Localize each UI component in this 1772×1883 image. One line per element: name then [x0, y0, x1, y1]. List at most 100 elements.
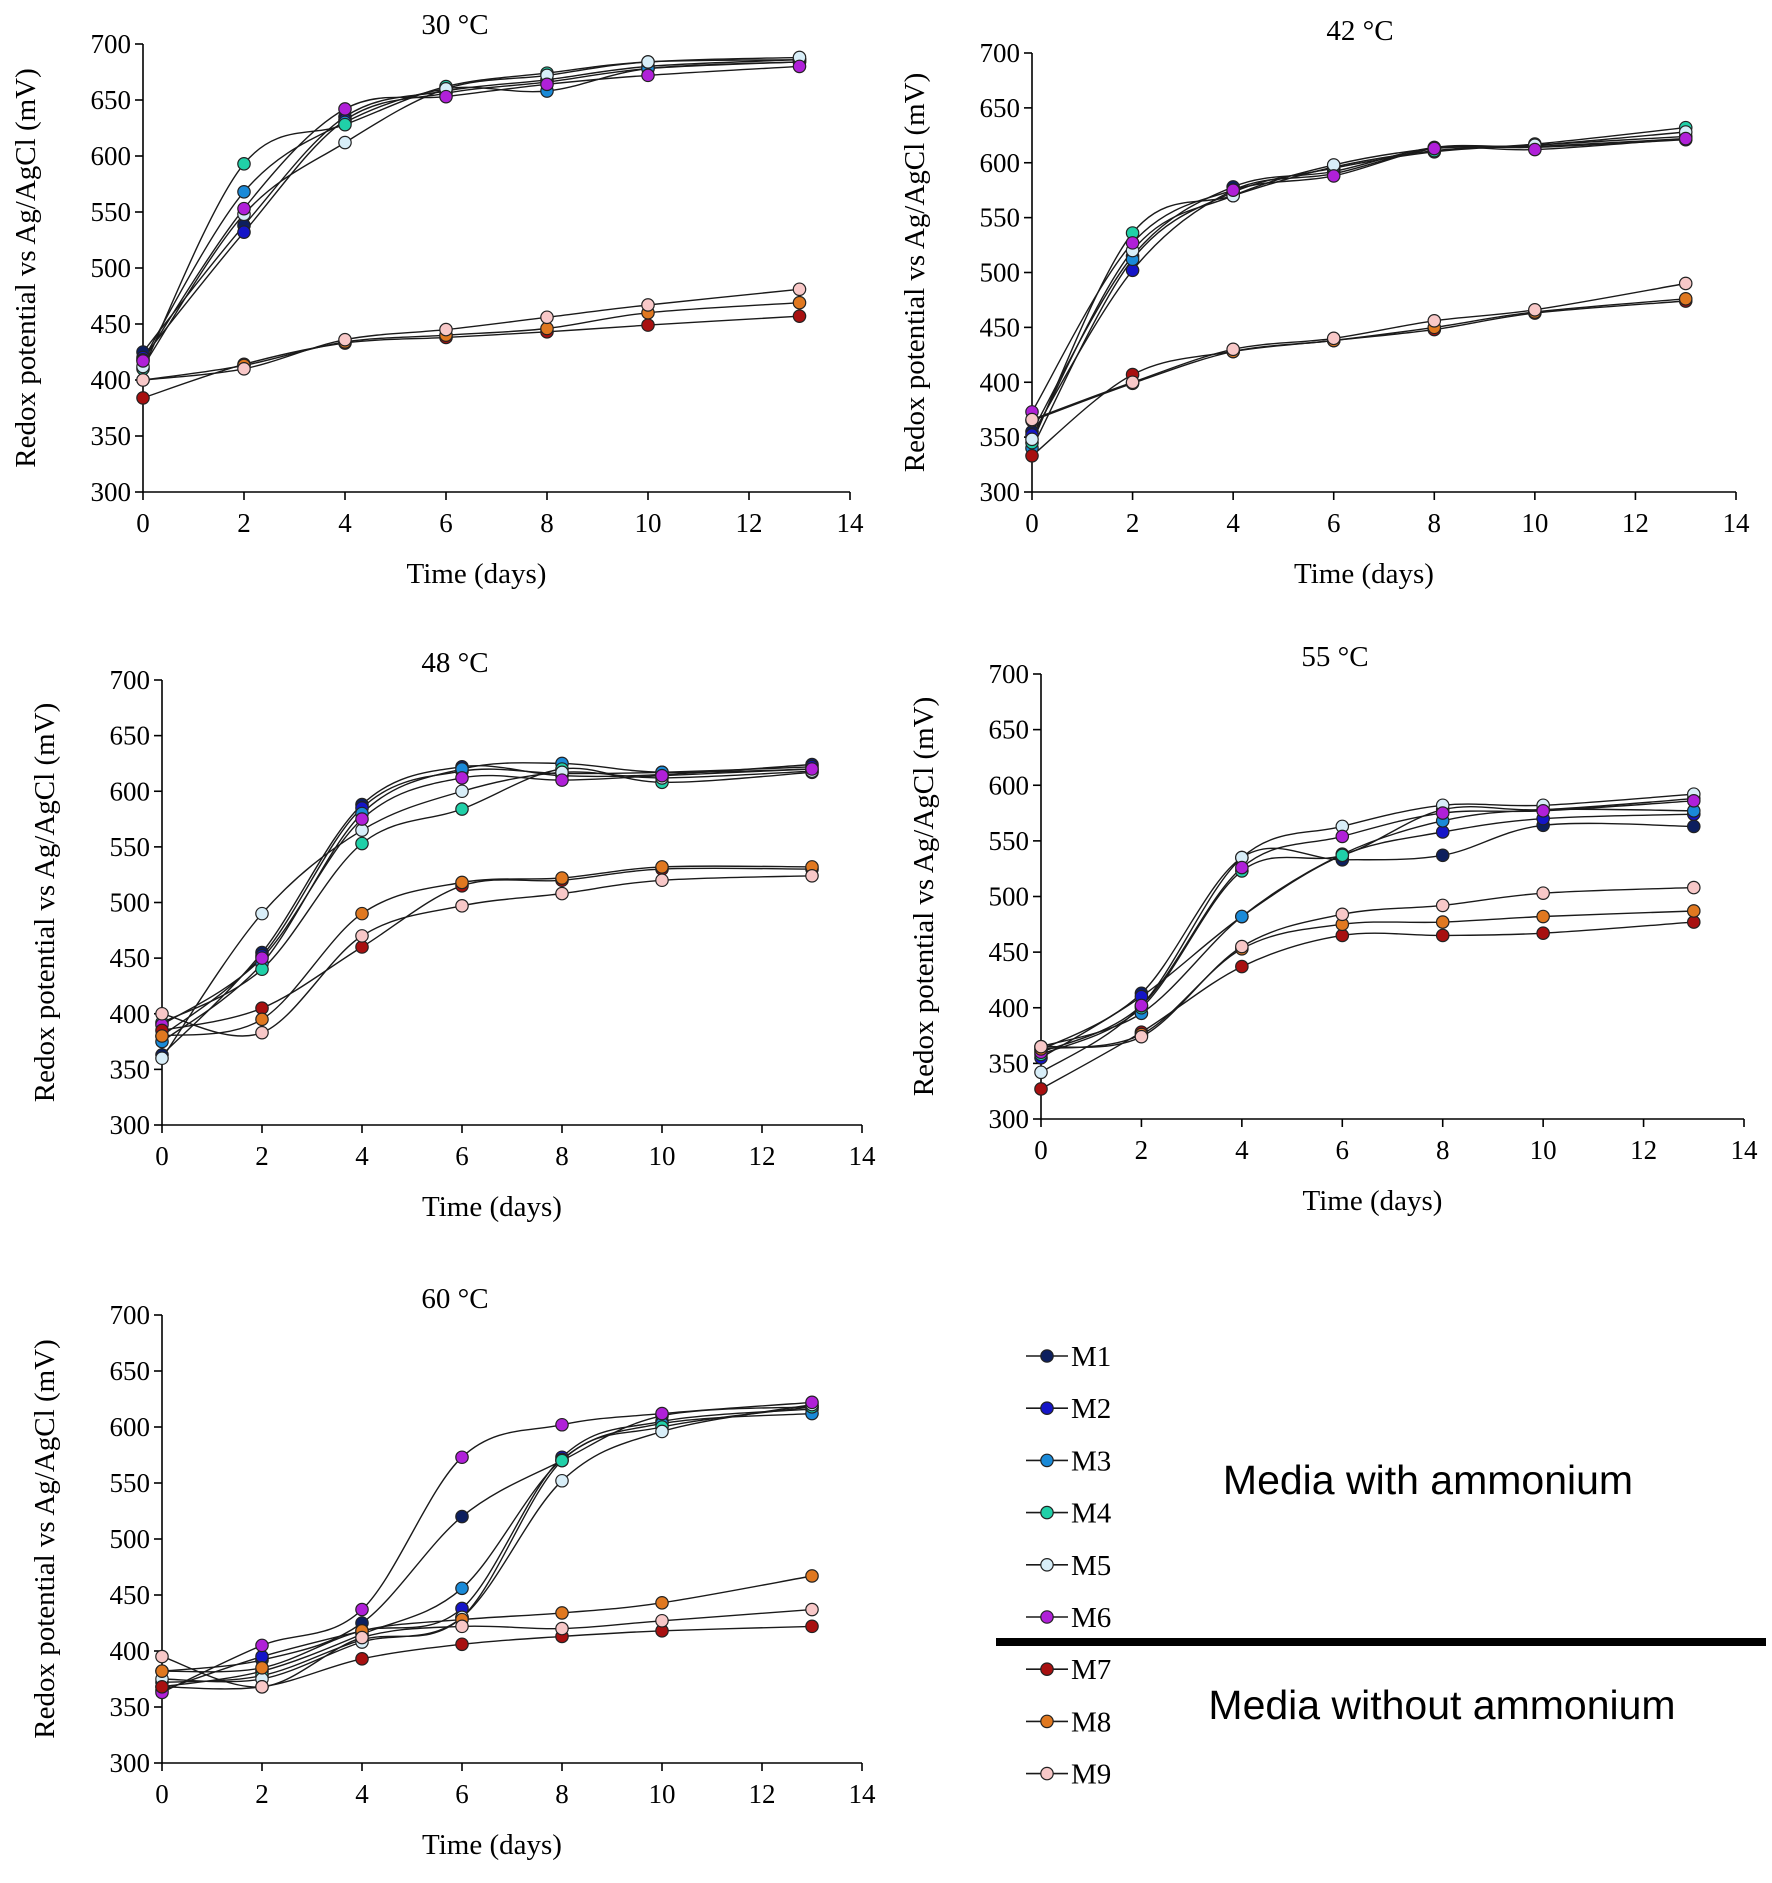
y-tick-label: 400 [980, 367, 1021, 397]
data-point [237, 185, 251, 199]
data-point [792, 282, 807, 297]
data-point [655, 1424, 669, 1439]
data-point [540, 310, 554, 325]
legend-entry: M7 [1026, 1654, 1111, 1686]
legend-label: M9 [1071, 1759, 1111, 1791]
y-tick-label: 450 [980, 312, 1021, 342]
y-tick-label: 650 [110, 721, 151, 751]
data-point [792, 295, 807, 310]
legend-entry: M8 [1026, 1706, 1111, 1738]
data-point [136, 391, 150, 405]
y-tick-label: 350 [989, 1048, 1030, 1078]
y-tick-label: 700 [989, 659, 1030, 689]
legend-label: M1 [1071, 1341, 1111, 1373]
legend-entry: M2 [1026, 1393, 1111, 1425]
x-tick-label: 10 [649, 1779, 676, 1809]
data-point [355, 1602, 369, 1617]
y-tick-label: 350 [110, 1692, 151, 1722]
data-point [155, 1006, 169, 1021]
data-point [1326, 169, 1341, 183]
data-point [655, 1613, 669, 1628]
legend-marker [1040, 1714, 1054, 1729]
y-tick-label: 450 [91, 309, 132, 339]
x-tick-label: 0 [1034, 1135, 1048, 1165]
y-axis-label: Redox potential vs Ag/AgCl (mV) [908, 697, 940, 1097]
data-point [1528, 142, 1542, 157]
y-tick-label: 650 [110, 1356, 151, 1386]
data-point [439, 322, 453, 337]
data-point [1034, 1065, 1048, 1080]
data-point [255, 951, 269, 965]
data-point [155, 1649, 169, 1664]
data-point [1235, 909, 1249, 924]
data-point [136, 373, 150, 387]
data-point [255, 1661, 269, 1675]
data-point [255, 1680, 269, 1694]
data-point [805, 1619, 819, 1634]
y-tick-label: 600 [110, 1412, 151, 1442]
legend-label: M4 [1071, 1498, 1112, 1530]
data-point [136, 354, 150, 368]
chart-panel: 300 350 400 450 500 550 600 650 700 0 2 4 6 8 10 12 14 30… [10, 9, 864, 590]
data-point [439, 89, 453, 104]
data-point [237, 157, 251, 171]
data-point [338, 332, 352, 347]
data-point [455, 1581, 469, 1596]
chart-title: 60 °C [421, 1283, 488, 1315]
data-point [555, 1473, 569, 1488]
y-tick-label: 600 [91, 141, 132, 171]
data-point [1536, 804, 1550, 818]
legend-marker [1040, 1349, 1054, 1363]
legend-entry: M1 [1026, 1341, 1111, 1373]
x-tick-label: 8 [1428, 508, 1442, 538]
x-tick-label: 2 [1135, 1135, 1149, 1165]
y-tick-label: 500 [980, 258, 1021, 288]
data-point [1226, 183, 1240, 197]
data-point [540, 321, 554, 336]
y-tick-label: 350 [91, 421, 132, 451]
x-tick-label: 4 [355, 1779, 369, 1809]
data-point [255, 1025, 269, 1040]
x-tick-label: 14 [849, 1779, 877, 1809]
legend-entry: M9 [1026, 1759, 1111, 1791]
legend: M1 M2 M3 M4 M5 M6 M7 M8 M9 Media with ammonium M… [996, 1341, 1766, 1791]
data-point [455, 875, 469, 890]
y-tick-label: 500 [110, 1524, 151, 1554]
data-point [355, 1652, 369, 1666]
x-tick-label: 0 [136, 508, 150, 538]
data-point [555, 886, 569, 901]
data-point [1335, 848, 1350, 863]
x-tick-label: 0 [1025, 508, 1039, 538]
data-point [805, 868, 819, 883]
data-point [1235, 959, 1249, 974]
data-point [1536, 886, 1550, 900]
x-tick-label: 8 [540, 508, 554, 538]
data-point [1427, 313, 1442, 328]
legend-label: M7 [1071, 1654, 1111, 1686]
y-tick-label: 350 [980, 422, 1021, 452]
x-tick-label: 6 [1327, 508, 1341, 538]
data-point [641, 55, 655, 69]
legend-entry: M6 [1026, 1602, 1111, 1634]
data-point [155, 1029, 169, 1043]
y-tick-label: 400 [91, 365, 132, 395]
x-tick-label: 4 [338, 508, 352, 538]
data-point [1235, 939, 1249, 954]
y-axis-label: Redox potential vs Ag/AgCl (mV) [10, 68, 42, 468]
y-tick-label: 700 [110, 665, 151, 695]
data-point [255, 1638, 269, 1653]
data-point [237, 225, 251, 239]
y-tick-label: 600 [110, 776, 151, 806]
data-point [555, 1606, 569, 1620]
y-tick-label: 500 [989, 882, 1030, 912]
legend-marker [1040, 1610, 1054, 1624]
x-tick-label: 14 [849, 1141, 877, 1171]
data-point [255, 906, 269, 921]
data-point [655, 873, 669, 888]
data-point [1025, 432, 1039, 447]
x-tick-label: 10 [649, 1141, 676, 1171]
y-tick-label: 400 [989, 993, 1030, 1023]
data-point [1435, 928, 1450, 943]
data-point [655, 1406, 669, 1421]
